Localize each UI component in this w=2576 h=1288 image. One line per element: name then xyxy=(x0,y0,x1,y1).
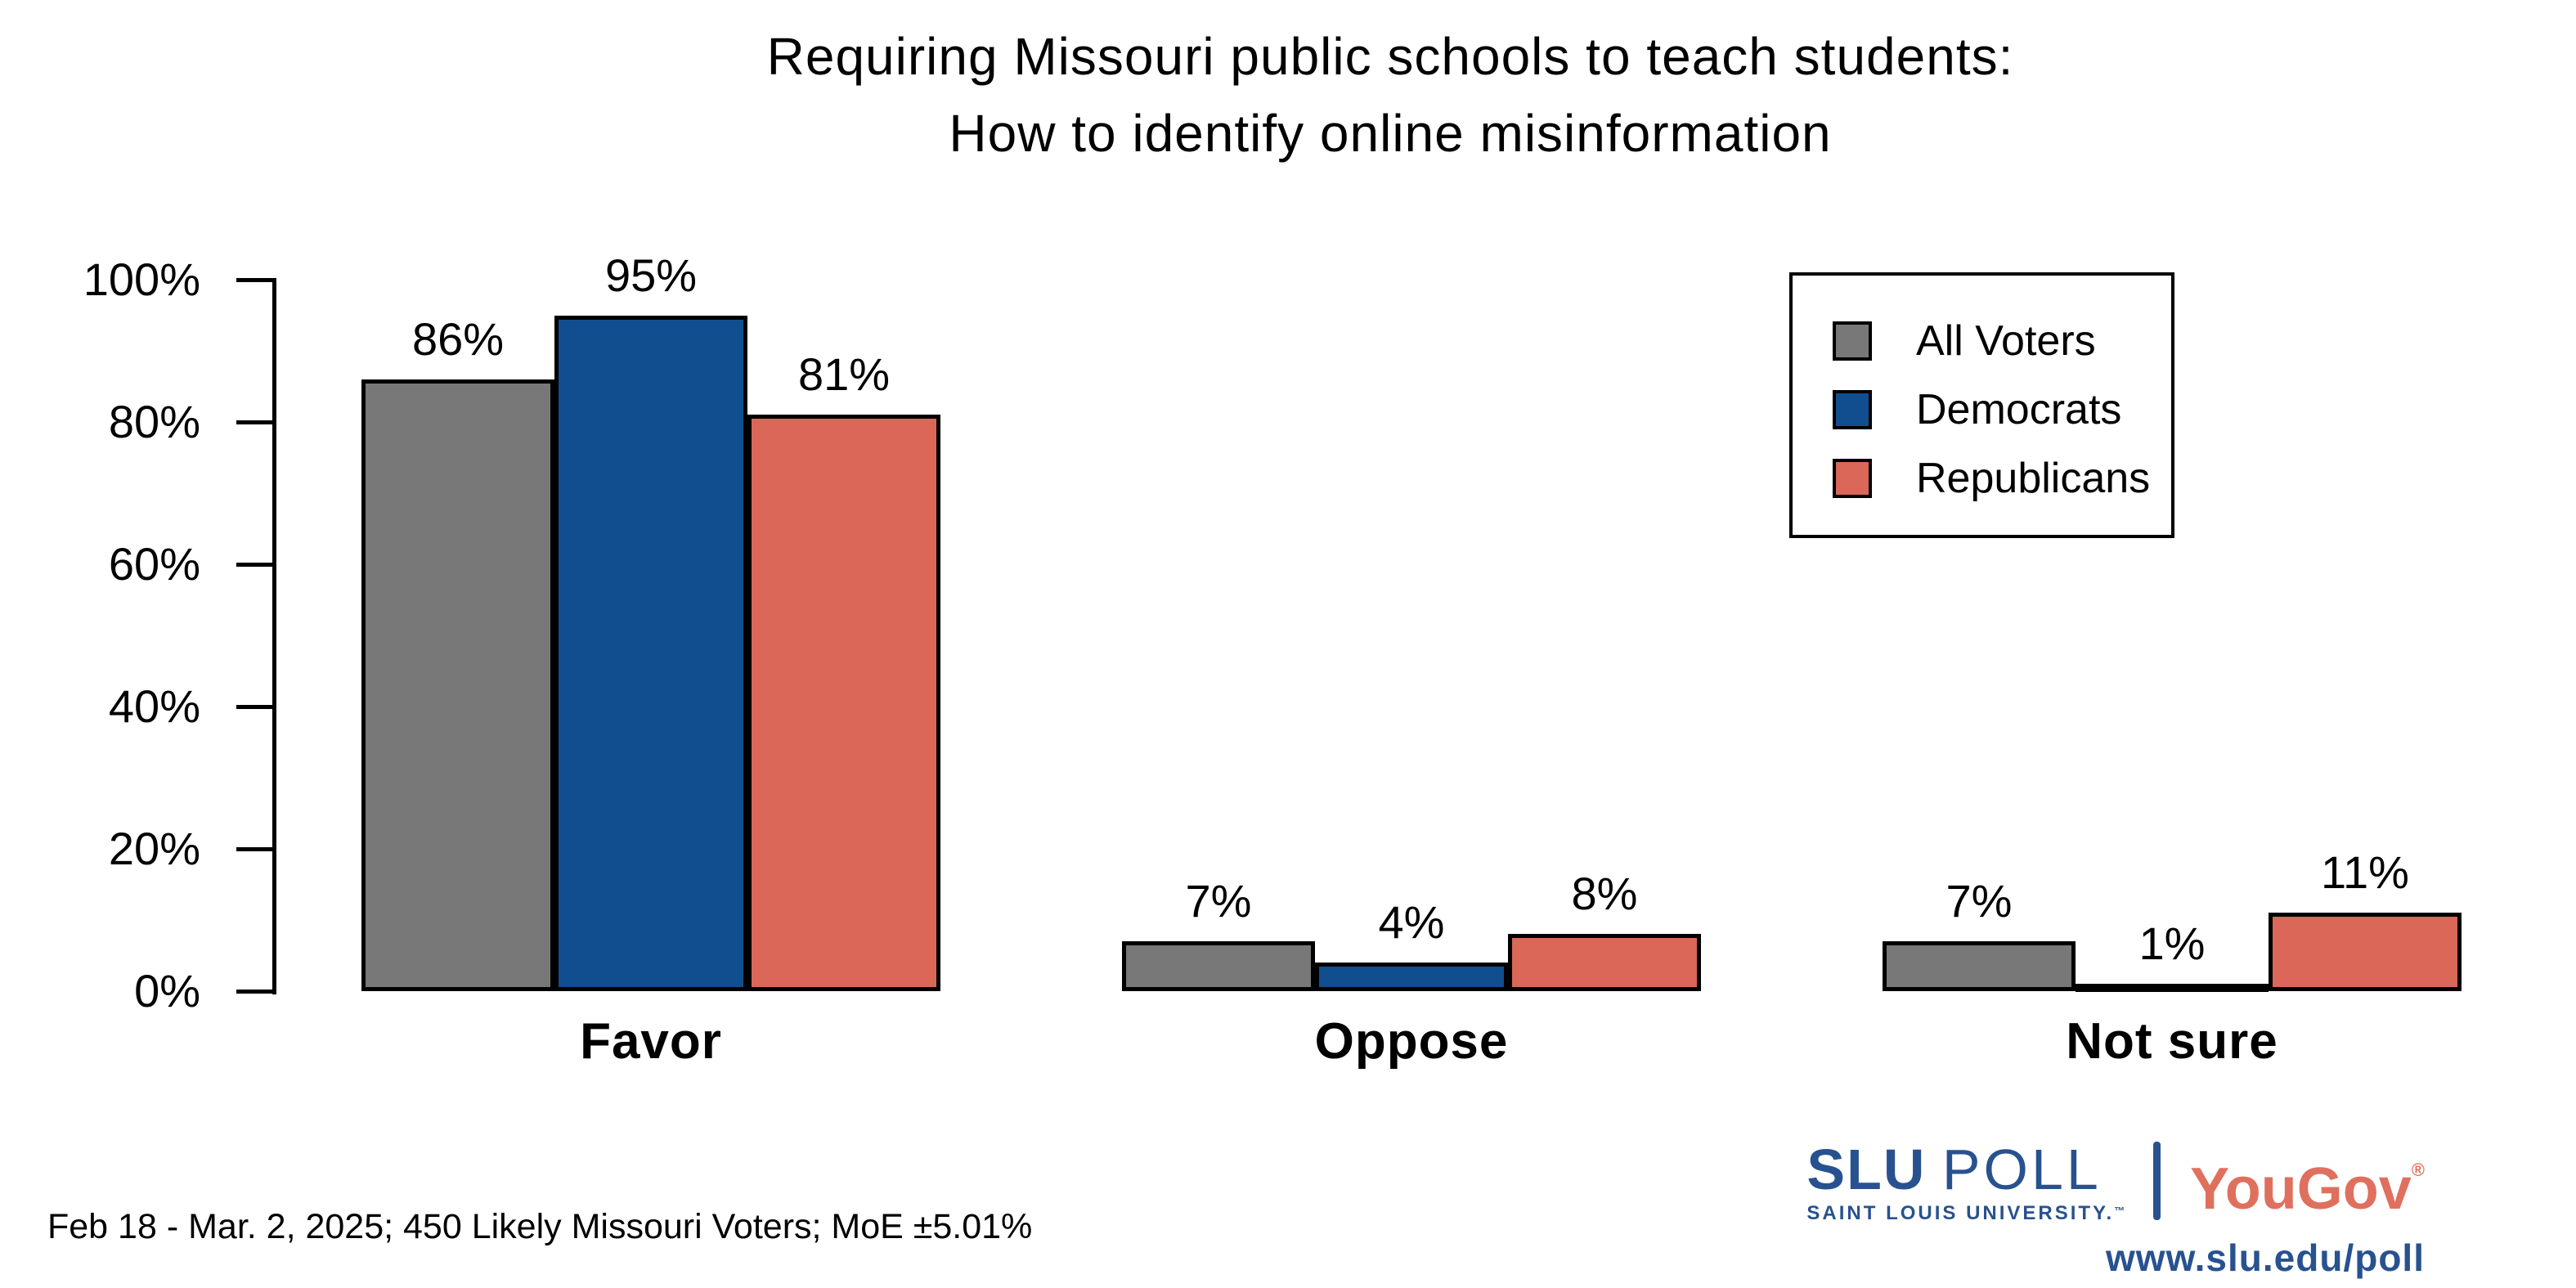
chart-title-line-2: How to identify online misinformation xyxy=(949,104,1832,163)
y-tick-80 xyxy=(236,420,276,424)
saint-louis-university-label: SAINT LOUIS UNIVERSITY. xyxy=(1806,1202,2115,1224)
y-tick-40 xyxy=(236,705,276,709)
bar-oppose-republicans xyxy=(1508,934,1701,991)
y-tick-label-40: 40% xyxy=(108,680,200,732)
registered-symbol: ® xyxy=(2411,1160,2425,1180)
bar-oppose-democrats xyxy=(1315,963,1508,991)
legend-swatch-republicans xyxy=(1833,459,1872,498)
y-tick-60 xyxy=(236,563,276,567)
slu-poll-wordmark: SLU POLL xyxy=(1806,1140,2127,1199)
chart-title: Requiring Missouri public schools to tea… xyxy=(204,18,2576,172)
bar-not-sure-all-voters xyxy=(1883,941,2076,991)
legend-item-all-voters: All Voters xyxy=(1793,307,2171,375)
chart-title-line-1: Requiring Missouri public schools to tea… xyxy=(766,27,2014,86)
y-tick-0 xyxy=(236,990,276,994)
legend-label-all-voters: All Voters xyxy=(1916,317,2096,365)
logo-separator-bar xyxy=(2153,1142,2161,1220)
slu-wordmark-text: SLU xyxy=(1806,1138,1927,1201)
yougov-logo: YouGov® xyxy=(2190,1140,2425,1219)
branding-block: SLU POLL SAINT LOUIS UNIVERSITY.™ YouGov… xyxy=(1806,1140,2425,1278)
legend-label-democrats: Democrats xyxy=(1916,386,2122,433)
x-category-label-oppose: Oppose xyxy=(1314,1013,1509,1070)
slu-poll-logo: SLU POLL SAINT LOUIS UNIVERSITY.™ xyxy=(1806,1140,2127,1226)
legend-item-democrats: Democrats xyxy=(1793,375,2171,444)
y-tick-100 xyxy=(236,278,276,282)
legend: All Voters Democrats Republicans xyxy=(1789,272,2174,538)
bar-oppose-all-voters xyxy=(1122,941,1315,991)
value-label-oppose-republicans: 8% xyxy=(1571,868,1638,920)
value-label-not-sure-all-voters: 7% xyxy=(1945,875,2013,927)
yougov-wordmark-text: YouGov xyxy=(2190,1156,2412,1222)
legend-swatch-democrats xyxy=(1833,390,1872,429)
trademark-symbol: ™ xyxy=(2114,1205,2128,1217)
legend-item-republicans: Republicans xyxy=(1793,444,2171,513)
branding-row: SLU POLL SAINT LOUIS UNIVERSITY.™ YouGov… xyxy=(1806,1140,2425,1226)
value-label-not-sure-democrats: 1% xyxy=(2138,918,2206,970)
value-label-oppose-democrats: 4% xyxy=(1378,896,1445,949)
y-tick-label-80: 80% xyxy=(108,396,200,447)
value-label-favor-democrats: 95% xyxy=(604,249,698,301)
bar-not-sure-democrats xyxy=(2076,984,2269,993)
bar-favor-all-voters xyxy=(361,379,554,991)
poll-wordmark-text: POLL xyxy=(1941,1138,2102,1201)
slu-poll-url: www.slu.edu/poll xyxy=(2106,1236,2425,1279)
value-label-favor-all-voters: 86% xyxy=(411,312,505,365)
y-tick-label-20: 20% xyxy=(108,823,200,874)
legend-swatch-all-voters xyxy=(1833,321,1872,361)
y-tick-label-100: 100% xyxy=(83,254,200,305)
x-category-label-not-sure: Not sure xyxy=(2066,1013,2278,1070)
bar-not-sure-republicans xyxy=(2269,913,2462,991)
value-label-not-sure-republicans: 11% xyxy=(2321,846,2409,899)
saint-louis-university-text: SAINT LOUIS UNIVERSITY.™ xyxy=(1806,1199,2127,1226)
y-tick-20 xyxy=(236,847,276,851)
bar-favor-republicans xyxy=(747,415,940,991)
value-label-oppose-all-voters: 7% xyxy=(1185,875,1252,927)
legend-label-republicans: Republicans xyxy=(1916,455,2151,502)
x-category-label-favor: Favor xyxy=(580,1013,722,1070)
y-axis-line xyxy=(272,278,276,994)
y-tick-label-60: 60% xyxy=(108,538,200,590)
value-label-favor-republicans: 81% xyxy=(797,348,891,401)
y-tick-label-0: 0% xyxy=(134,965,200,1016)
bar-favor-democrats xyxy=(554,315,747,991)
source-caption: Feb 18 - Mar. 2, 2025; 450 Likely Missou… xyxy=(47,1207,1033,1246)
